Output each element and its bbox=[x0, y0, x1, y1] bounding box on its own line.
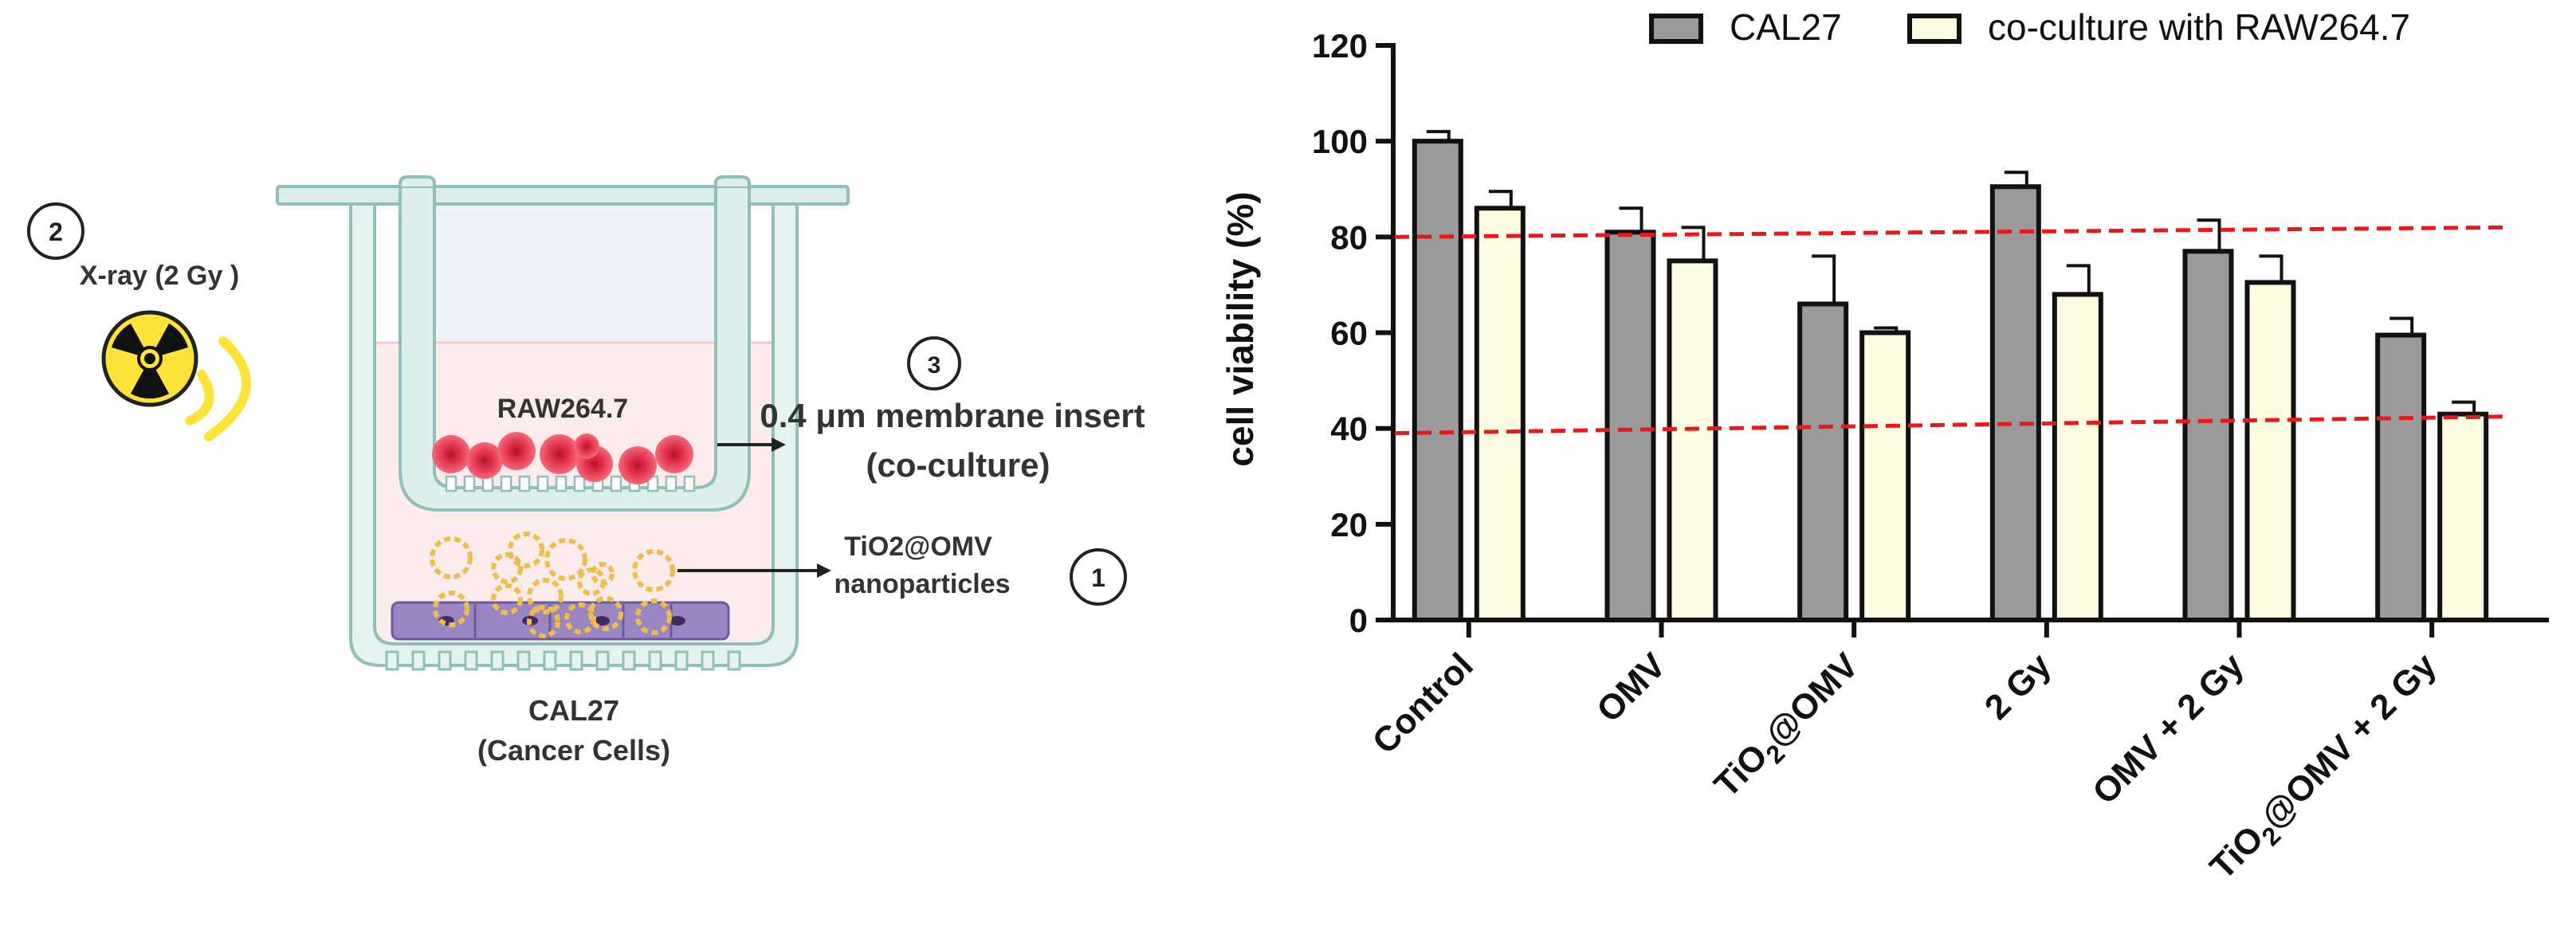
bar-cal27 bbox=[1412, 139, 1463, 622]
x-tick-label: Control bbox=[1365, 645, 1481, 761]
radiation-waves bbox=[185, 336, 251, 441]
membrane-label-line2: (co-culture) bbox=[866, 446, 1050, 484]
y-tick-label: 100 bbox=[1312, 123, 1368, 160]
membrane-insert bbox=[399, 175, 751, 512]
xray-label: X-ray (2 Gy ) bbox=[80, 261, 239, 291]
legend-coculture-label: co-culture with RAW264.7 bbox=[1988, 6, 2410, 48]
step-1-marker: 1 bbox=[1070, 548, 1127, 606]
reference-line-upper-threshold bbox=[1394, 225, 2510, 239]
bar-cal27 bbox=[2375, 332, 2427, 622]
bar-coculture bbox=[2052, 292, 2103, 622]
raw264-cells bbox=[432, 432, 693, 485]
step-1-number: 1 bbox=[1091, 563, 1105, 592]
nanoparticle-label-line1: TiO2@OMV bbox=[844, 532, 992, 562]
x-tick-label: 2 Gy bbox=[1977, 645, 2059, 727]
membrane-label-line1: 0.4 μm membrane insert bbox=[760, 397, 1145, 434]
bars bbox=[1412, 130, 2489, 622]
step-3-marker: 3 bbox=[907, 336, 961, 390]
step-2-number: 2 bbox=[49, 218, 63, 246]
y-axis-label: cell viability (%) bbox=[1219, 191, 1261, 466]
y-tick-label: 80 bbox=[1330, 218, 1368, 256]
y-tick-label: 120 bbox=[1312, 27, 1368, 65]
cal27-label-line2: (Cancer Cells) bbox=[477, 734, 670, 767]
y-tick-label: 20 bbox=[1330, 506, 1368, 543]
cal27-label-line1: CAL27 bbox=[528, 694, 619, 727]
nanoparticles bbox=[430, 532, 675, 638]
y-tick-label: 60 bbox=[1330, 315, 1368, 352]
x-tick-label: TiO2@OMV bbox=[1707, 645, 1872, 810]
y-axis: 0 20 40 60 80 100 120 bbox=[1312, 27, 1396, 639]
bar-coculture bbox=[1667, 258, 1718, 622]
x-tick-label: OMV bbox=[1589, 645, 1674, 730]
raw264-label: RAW264.7 bbox=[497, 394, 628, 424]
bar-cal27 bbox=[1797, 301, 1849, 622]
reference-line-lower-threshold bbox=[1394, 414, 2510, 436]
reference-lines bbox=[1394, 225, 2510, 436]
legend-cal27-label: CAL27 bbox=[1730, 6, 1842, 48]
bar-cal27 bbox=[2182, 249, 2234, 622]
bar-cal27 bbox=[1604, 230, 1656, 622]
transwell-schematic: 2 X-ray (2 Gy ) RAW264.7 3 0.4 μm membra… bbox=[27, 175, 1145, 767]
radiation-icon bbox=[101, 310, 198, 407]
viability-bar-chart: CAL27 co-culture with RAW264.7 0 20 40 60 80 1… bbox=[1219, 6, 2549, 887]
nanoparticle-label-line2: nanoparticles bbox=[834, 569, 1010, 599]
bar-coculture bbox=[2244, 280, 2296, 622]
legend-coculture-swatch bbox=[1907, 14, 1961, 44]
step-2-marker: 2 bbox=[27, 202, 84, 260]
y-tick-label: 40 bbox=[1330, 410, 1368, 448]
well-bottom-pegs bbox=[385, 650, 741, 671]
arrow-membrane bbox=[717, 437, 786, 452]
chart-legend: CAL27 co-culture with RAW264.7 bbox=[1649, 6, 2410, 48]
bar-coculture bbox=[1859, 330, 1911, 622]
legend-cal27-swatch bbox=[1649, 14, 1703, 44]
x-tick-label: OMV + 2 Gy bbox=[2085, 645, 2252, 812]
arrow-nanoparticles bbox=[677, 563, 831, 578]
bar-coculture bbox=[1474, 206, 1526, 622]
y-tick-label: 0 bbox=[1349, 602, 1368, 639]
bar-coculture bbox=[2437, 411, 2489, 622]
bar-cal27 bbox=[1989, 184, 2041, 622]
insert-flange bbox=[276, 185, 850, 206]
step-3-number: 3 bbox=[928, 352, 941, 379]
